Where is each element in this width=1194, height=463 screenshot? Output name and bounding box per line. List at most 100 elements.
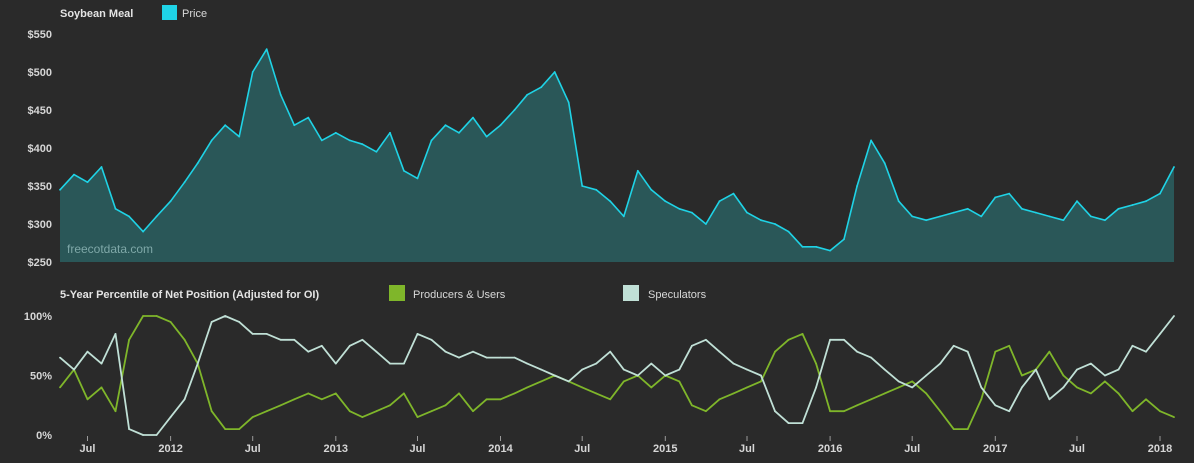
price-point	[513, 109, 516, 111]
price-point	[678, 207, 681, 210]
price-point	[843, 238, 845, 241]
price-point	[650, 188, 653, 191]
speculators-point	[210, 321, 213, 323]
producers-point	[609, 398, 612, 401]
speculators-point	[251, 333, 254, 335]
producers-point	[224, 428, 227, 430]
speculators-point	[1076, 368, 1078, 371]
speculators-point	[389, 362, 391, 365]
x-tick-label: 2012	[158, 443, 182, 455]
producers-point	[760, 380, 762, 383]
price-line[interactable]	[59, 48, 1175, 252]
producers-point	[389, 404, 391, 407]
price-point	[1048, 215, 1051, 218]
speculators-point	[403, 362, 405, 365]
speculators-point	[705, 338, 707, 341]
price-point	[265, 48, 268, 51]
speculators-point	[1062, 386, 1065, 389]
price-point	[664, 200, 667, 203]
speculators-point	[430, 338, 433, 341]
speculators-point	[815, 386, 817, 389]
price-point	[939, 215, 942, 218]
speculators-legend-swatch[interactable]	[623, 285, 639, 301]
price-point	[155, 215, 158, 218]
producers-point	[994, 350, 997, 353]
speculators-point	[746, 368, 748, 371]
producers-point	[691, 404, 693, 407]
producers-point	[169, 321, 172, 323]
price-legend-label[interactable]: Price	[182, 8, 207, 20]
producers-point	[843, 410, 845, 413]
speculators-point	[897, 380, 900, 383]
price-y-tick-label: $250	[28, 257, 52, 269]
x-tick-label: 2017	[983, 443, 1007, 455]
x-tick-label: 2018	[1148, 443, 1172, 455]
speculators-point	[718, 350, 721, 353]
price-point	[897, 200, 900, 203]
price-legend-swatch[interactable]	[162, 5, 177, 20]
x-tick-label: Jul	[80, 443, 96, 455]
price-point	[416, 177, 419, 180]
speculators-point	[224, 315, 227, 317]
price-point	[210, 139, 213, 142]
price-y-tick-label: $450	[28, 105, 52, 117]
speculators-point	[1159, 333, 1161, 335]
producers-point	[897, 386, 900, 389]
producers-point	[883, 392, 886, 395]
price-point	[1117, 207, 1120, 210]
price-y-tick-label: $350	[28, 181, 52, 193]
price-y-tick-label: $300	[28, 219, 52, 231]
producers-point	[815, 362, 817, 365]
price-point	[499, 124, 502, 127]
speculators-point	[59, 356, 61, 359]
producers-legend-swatch[interactable]	[389, 285, 405, 301]
speculators-point	[843, 338, 845, 341]
producers-point	[238, 428, 241, 430]
price-point	[1076, 200, 1078, 203]
price-chart-title: Soybean Meal	[60, 8, 133, 20]
price-point	[925, 219, 928, 222]
speculators-line[interactable]	[59, 315, 1175, 436]
price-y-tick-label: $500	[28, 67, 52, 79]
speculators-point	[155, 434, 158, 436]
price-point	[375, 150, 378, 153]
producers-point	[595, 392, 598, 395]
price-point	[856, 185, 858, 187]
x-tick-label: 2014	[488, 443, 513, 455]
speculators-point	[142, 434, 145, 436]
producers-line[interactable]	[59, 315, 1175, 430]
speculators-point	[787, 422, 790, 424]
producers-point	[513, 392, 516, 395]
price-y-axis: $250 $300 $350 $400 $450 $500 $550	[28, 29, 52, 269]
price-point	[86, 181, 89, 184]
x-tick-label: 2016	[818, 443, 842, 455]
price-point	[1173, 166, 1175, 168]
producers-point	[293, 398, 296, 401]
producers-point	[1008, 344, 1011, 347]
speculators-point	[169, 416, 172, 418]
price-point	[293, 124, 296, 127]
speculators-point	[994, 404, 997, 407]
percentile-y-tick-label: 100%	[24, 311, 52, 323]
producers-legend-label[interactable]: Producers & Users	[413, 289, 506, 301]
speculators-point	[499, 356, 502, 359]
speculators-point	[829, 338, 831, 341]
producers-point	[856, 404, 858, 407]
producers-point	[348, 410, 351, 413]
speculators-point	[622, 368, 625, 371]
speculators-point	[581, 368, 584, 371]
producers-point	[939, 410, 942, 413]
speculators-point	[348, 344, 351, 347]
speculators-legend-label[interactable]: Speculators	[648, 289, 707, 301]
speculators-point	[1104, 374, 1106, 377]
speculators-point	[472, 350, 474, 353]
price-point	[609, 200, 612, 203]
producers-point	[952, 428, 955, 430]
producers-point	[732, 392, 735, 395]
speculators-point	[100, 362, 103, 365]
price-point	[472, 116, 474, 119]
price-point	[1104, 219, 1106, 222]
producers-point	[1021, 374, 1023, 377]
producers-point	[403, 392, 405, 395]
speculators-point	[513, 356, 516, 359]
